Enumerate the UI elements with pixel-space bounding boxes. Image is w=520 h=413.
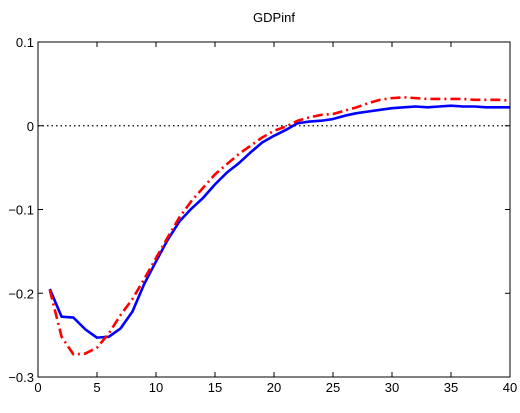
x-tick-label: 10	[149, 380, 163, 395]
y-tick-label: 0	[27, 119, 34, 134]
series-line-1	[48, 104, 510, 339]
axes-frame	[37, 41, 511, 378]
y-tick-label: −0.2	[8, 286, 34, 301]
y-tick-label: 0.1	[16, 35, 34, 50]
x-tick-label: 0	[34, 380, 41, 395]
plot-area: 0 5 10 15 20 25 30 35 40 0.1 0 −0.1 −0.2 −0.3	[8, 35, 517, 395]
x-tick-label: 30	[385, 380, 399, 395]
x-tick-label: 5	[93, 380, 100, 395]
x-tick-label: 25	[326, 380, 340, 395]
y-tick-label: −0.1	[8, 203, 34, 218]
x-tick-label: 40	[503, 380, 517, 395]
y-tick-label: −0.3	[8, 370, 34, 385]
chart-title: GDPinf	[253, 10, 295, 25]
x-tick-label: 20	[267, 380, 281, 395]
x-tick-label: 35	[444, 380, 458, 395]
series-line-2	[48, 95, 511, 356]
x-tick-label: 15	[208, 380, 222, 395]
